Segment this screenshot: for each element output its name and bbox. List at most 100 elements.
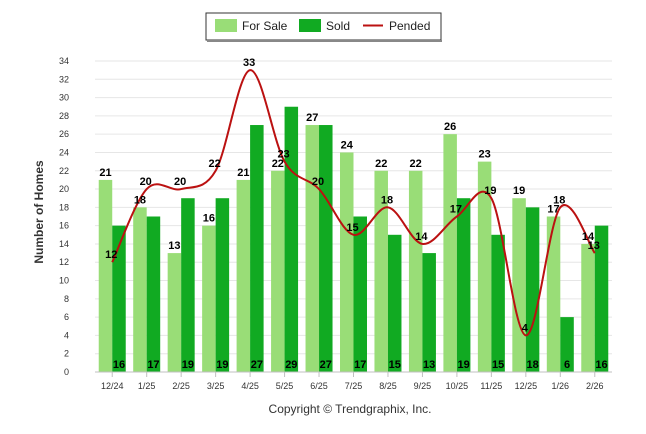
y-tick-label: 28 — [59, 111, 69, 121]
bar-sold — [146, 216, 161, 372]
bar-sold — [560, 317, 574, 372]
bar-for-sale — [581, 243, 595, 372]
pended-line — [111, 69, 596, 337]
label-sold: 27 — [320, 359, 332, 371]
x-tick-label: 3/25 — [207, 381, 225, 391]
x-tick-label: 11/25 — [480, 381, 502, 391]
bar-for-sale — [236, 179, 251, 372]
label-pended: 20 — [312, 176, 324, 188]
x-axis-ticks: 12/24 1/25 2/25 3/25 4/25 5/25 6/25 7/25 8/25 9/2… — [101, 372, 604, 391]
bar-for-sale — [512, 198, 526, 372]
bar-for-sale — [305, 125, 320, 372]
label-sold: 19 — [216, 359, 228, 371]
label-sold: 13 — [423, 359, 435, 371]
label-sold: 18 — [526, 359, 538, 371]
label-pended: 23 — [277, 149, 289, 161]
label-for-sale: 18 — [134, 194, 146, 206]
label-pended: 18 — [381, 194, 393, 206]
x-tick-label: 1/25 — [138, 381, 156, 391]
label-pended: 4 — [522, 322, 529, 334]
bar-for-sale — [374, 170, 388, 372]
label-for-sale: 22 — [410, 158, 422, 170]
bar-for-sale — [477, 161, 492, 372]
label-for-sale: 22 — [375, 158, 387, 170]
label-for-sale: 27 — [306, 112, 318, 124]
label-sold: 29 — [285, 359, 297, 371]
bar-for-sale — [167, 253, 182, 372]
bar-for-sale — [133, 207, 147, 372]
label-sold: 15 — [389, 359, 401, 371]
bar-sold — [387, 234, 402, 372]
legend-box — [205, 12, 442, 41]
y-tick-label: 14 — [59, 239, 69, 249]
x-tick-label: 8/25 — [379, 381, 397, 391]
label-pended: 13 — [588, 240, 600, 252]
x-tick-label: 10/25 — [446, 381, 469, 391]
y-tick-label: 22 — [59, 166, 69, 176]
y-tick-label: 4 — [64, 330, 69, 340]
y-tick-label: 24 — [59, 147, 69, 157]
bar-for-sale — [98, 179, 113, 372]
label-for-sale: 23 — [478, 149, 490, 161]
label-pended: 33 — [243, 57, 255, 69]
y-tick-label: 20 — [59, 184, 69, 194]
bar-for-sale — [271, 170, 285, 372]
label-pended: 19 — [484, 185, 496, 197]
label-for-sale: 16 — [203, 213, 215, 225]
x-tick-label: 6/25 — [310, 381, 328, 391]
x-tick-label: 12/24 — [101, 381, 124, 391]
x-tick-label: 2/26 — [586, 381, 604, 391]
label-for-sale: 21 — [99, 167, 111, 179]
label-for-sale: 22 — [272, 158, 284, 170]
data-labels: 2116181713191619212722292727241722152213… — [99, 57, 607, 371]
label-sold: 16 — [595, 359, 607, 371]
bar-for-sale — [408, 170, 423, 372]
legend: For Sale Sold Pended — [205, 12, 442, 42]
label-sold: 15 — [492, 359, 504, 371]
copyright-text: Copyright © Trendgraphix, Inc. — [269, 402, 432, 416]
label-pended: 22 — [209, 158, 221, 170]
bar-sold — [525, 207, 540, 372]
label-for-sale: 13 — [168, 240, 180, 252]
y-tick-label: 30 — [59, 93, 69, 103]
bar-sold — [284, 106, 299, 372]
bar-sold — [456, 198, 471, 372]
bar-for-sale — [340, 152, 354, 372]
x-tick-label: 7/25 — [345, 381, 363, 391]
label-pended: 17 — [450, 204, 462, 216]
y-tick-label: 10 — [59, 276, 69, 286]
pended-line-group — [111, 69, 596, 337]
y-axis-title: Number of Homes — [32, 160, 46, 264]
label-pended: 14 — [415, 231, 428, 243]
label-sold: 17 — [354, 359, 366, 371]
y-tick-label: 16 — [59, 221, 69, 231]
label-for-sale: 14 — [582, 231, 595, 243]
bar-for-sale — [202, 225, 216, 372]
bar-sold — [319, 125, 333, 372]
bar-sold — [353, 216, 367, 372]
label-pended: 20 — [174, 176, 186, 188]
y-tick-label: 2 — [64, 349, 69, 359]
label-pended: 18 — [553, 194, 565, 206]
bars — [98, 106, 609, 372]
y-tick-label: 12 — [59, 257, 69, 267]
y-tick-label: 18 — [59, 202, 69, 212]
bar-for-sale — [443, 134, 457, 372]
label-sold: 17 — [147, 359, 159, 371]
legend-swatch-sold — [299, 19, 321, 32]
label-for-sale: 21 — [237, 167, 249, 179]
y-tick-label: 26 — [59, 129, 69, 139]
bar-sold — [112, 225, 126, 372]
label-sold: 6 — [564, 359, 570, 371]
legend-label-sold: Sold — [326, 19, 350, 33]
x-tick-label: 1/26 — [552, 381, 570, 391]
y-tick-label: 8 — [64, 294, 69, 304]
label-for-sale: 17 — [547, 204, 559, 216]
label-sold: 19 — [458, 359, 470, 371]
label-for-sale: 19 — [513, 185, 525, 197]
label-pended: 15 — [346, 222, 358, 234]
label-pended: 12 — [105, 249, 117, 261]
bar-sold — [491, 234, 505, 372]
